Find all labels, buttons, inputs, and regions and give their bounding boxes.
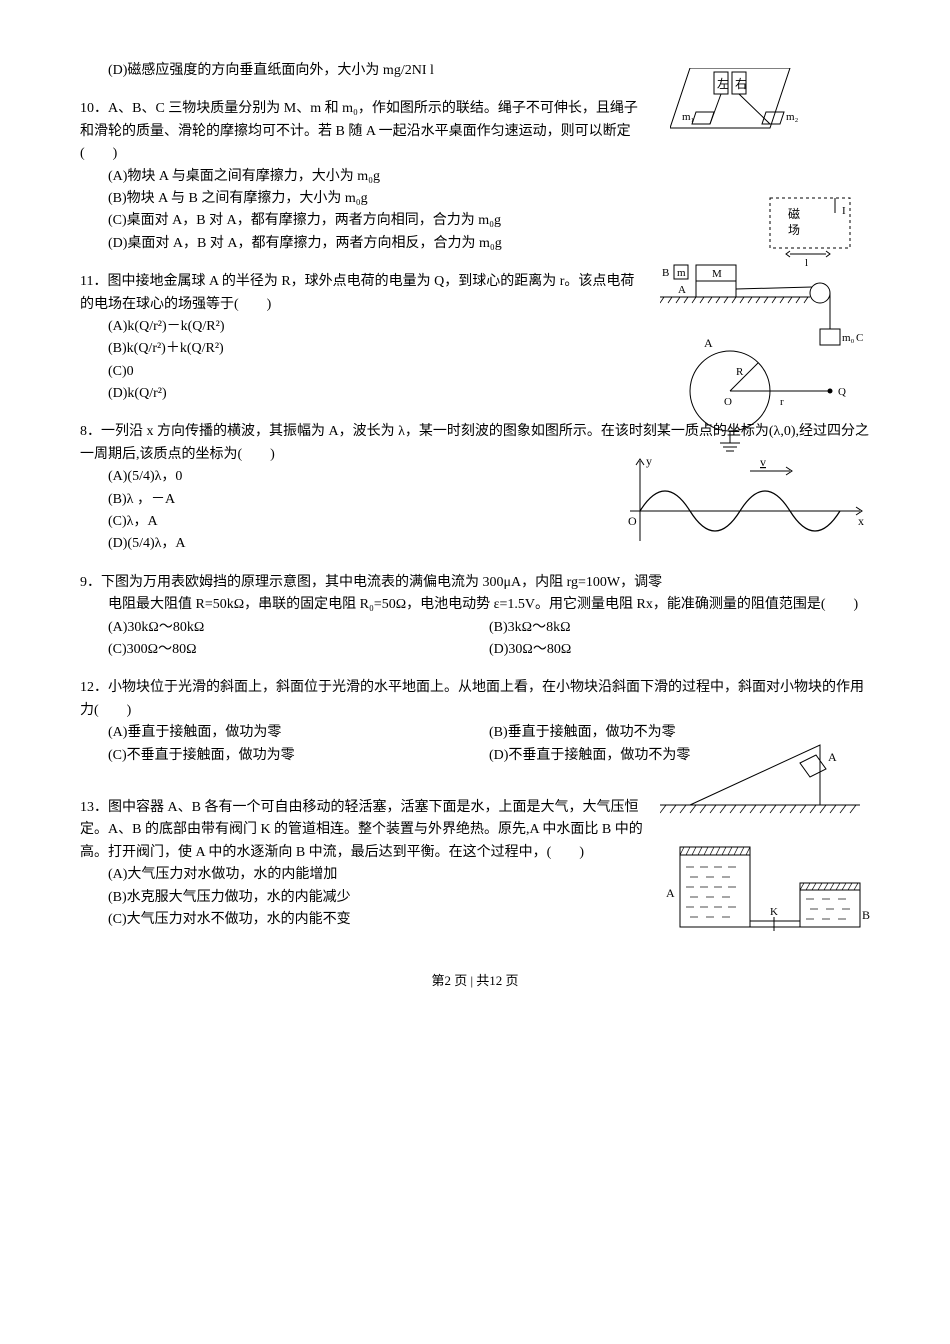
question-12: 12．小物块位于光滑的斜面上，斜面位于光滑的水平地面上。从地面上看，在小物块沿斜… [80,677,870,767]
svg-text:B: B [862,908,870,922]
q10-figure: 左 右 m₁ m₂ 磁 场 I l [670,68,890,278]
svg-text:A: A [704,336,713,350]
q9-optD: (D)30Ω～80Ω [489,639,870,661]
q12-optC: (C)不垂直于接触面，做功为零 [108,745,489,767]
svg-text:A: A [828,750,837,764]
question-11: m B M A m₀ [80,271,870,405]
label-m2: m₂ [786,111,799,123]
question-9: 9．下图为万用表欧姆挡的原理示意图，其中电流表的满偏电流为 300μA，内阻 r… [80,572,870,662]
q12-stem: 12．小物块位于光滑的斜面上，斜面位于光滑的水平地面上。从地面上看，在小物块沿斜… [80,677,870,722]
svg-text:K: K [770,906,778,918]
svg-text:O: O [724,396,732,408]
q9-optB: (B)3kΩ～8kΩ [489,617,870,639]
svg-text:M: M [712,268,722,280]
label-left: 左 [717,76,729,91]
svg-text:C: C [856,332,863,344]
page-footer: 第2 页 | 共12 页 [80,971,870,992]
q13-figure: A K [660,837,870,947]
question-10: 左 右 m₁ m₂ 磁 场 I l 10．A、B、C 三物块质量分别为 M、m … [80,98,870,255]
q9-stem2: 电阻最大阻值 R=50kΩ，串联的固定电阻 R₀=50Ω，电池电动势 ε=1.5… [80,594,870,616]
svg-text:y: y [646,454,652,468]
svg-text:r: r [780,396,784,408]
svg-text:O: O [628,514,637,528]
label-right: 右 [735,76,747,91]
svg-text:v: v [760,455,766,469]
q9-stem1: 9．下图为万用表欧姆挡的原理示意图，其中电流表的满偏电流为 300μA，内阻 r… [80,572,870,594]
svg-text:A: A [678,284,686,296]
svg-text:x: x [858,514,864,528]
q12-optA: (A)垂直于接触面，做功为零 [108,722,489,744]
svg-text:R: R [736,366,744,378]
label-I: I [842,205,846,217]
q8-figure: y x O v [610,451,870,551]
q9-optC: (C)300Ω～80Ω [108,639,489,661]
svg-text:Q: Q [838,386,846,398]
svg-text:B: B [662,267,669,279]
q9-optA: (A)30kΩ～80kΩ [108,617,489,639]
svg-text:m₀: m₀ [842,332,855,344]
question-8: 8．一列沿 x 方向传播的横波，其振幅为 A，波长为 λ，某一时刻波的图象如图所… [80,421,870,555]
label-m1: m₁ [682,111,695,123]
label-mag1: 磁 [788,206,800,221]
question-13: A K [80,797,870,931]
svg-text:m: m [677,267,686,279]
label-mag2: 场 [788,223,800,237]
svg-text:A: A [666,886,675,900]
